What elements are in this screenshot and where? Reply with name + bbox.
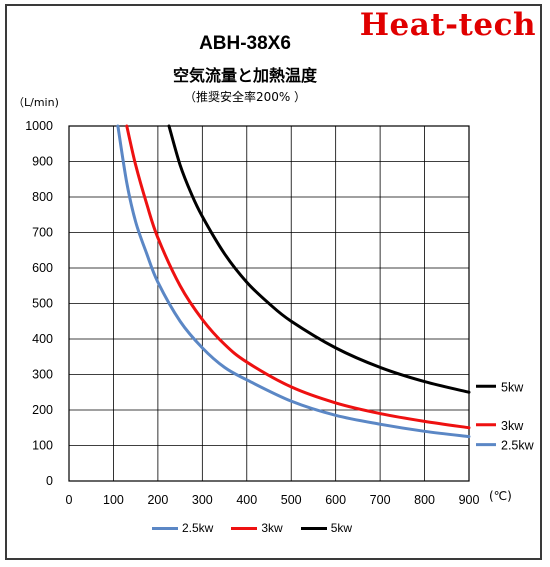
series-line-5kw xyxy=(167,124,471,394)
chart-title: ABH-38X6 xyxy=(199,33,291,54)
y-tick-label: 400 xyxy=(32,332,53,346)
legend-swatch-2-5kw xyxy=(152,526,178,530)
chart-frame xyxy=(5,4,542,560)
brand-logo: Heat-tech xyxy=(359,7,536,43)
legend-item-3kw: 3kw xyxy=(231,521,283,535)
legend-label-5kw: 5kw xyxy=(330,521,353,535)
x-tick-label: 600 xyxy=(325,493,346,507)
legend-item-5kw: 5kw xyxy=(300,521,353,535)
y-tick-label: 500 xyxy=(32,297,53,311)
y-tick-label: 300 xyxy=(32,368,53,382)
y-axis-unit: （L/min) xyxy=(13,96,59,109)
legend: 2.5kw 3kw 5kw xyxy=(152,521,352,535)
x-tick-label: 300 xyxy=(192,493,213,507)
x-tick-label: 800 xyxy=(414,493,435,507)
x-tick-label: 200 xyxy=(147,493,168,507)
y-tick-label: 600 xyxy=(32,261,53,275)
end-label-2-5kw: 2.5kw xyxy=(501,439,535,453)
legend-swatch-5kw xyxy=(300,526,327,530)
legend-label-2-5kw: 2.5kw xyxy=(182,521,214,535)
end-label-5kw: 5kw xyxy=(501,380,524,394)
x-tick-label: 100 xyxy=(103,493,124,507)
legend-swatch-3kw xyxy=(231,526,258,530)
chart-subtitle: 空気流量と加熱温度 xyxy=(172,66,317,85)
y-tick-label: 0 xyxy=(46,474,53,488)
y-tick-label: 700 xyxy=(32,226,53,240)
y-tick-label: 200 xyxy=(32,403,53,417)
series-line-3kw xyxy=(125,124,471,430)
y-tick-label: 100 xyxy=(32,439,53,453)
x-tick-label: 0 xyxy=(66,493,73,507)
y-tick-label: 1000 xyxy=(25,119,53,133)
y-tick-label: 900 xyxy=(32,155,53,169)
x-tick-label: 900 xyxy=(459,493,480,507)
legend-label-3kw: 3kw xyxy=(261,521,283,535)
series-line-2-5kw xyxy=(116,124,471,439)
x-axis-unit: (℃) xyxy=(489,489,512,503)
x-tick-label: 500 xyxy=(281,493,302,507)
chart-note: （推奨安全率200% ） xyxy=(183,90,307,104)
plot-area-border xyxy=(68,125,470,482)
end-label-3kw: 3kw xyxy=(501,419,524,433)
x-tick-label: 400 xyxy=(236,493,257,507)
y-tick-label: 800 xyxy=(32,190,53,204)
legend-item-2-5kw: 2.5kw xyxy=(152,521,213,535)
x-tick-label: 700 xyxy=(370,493,391,507)
